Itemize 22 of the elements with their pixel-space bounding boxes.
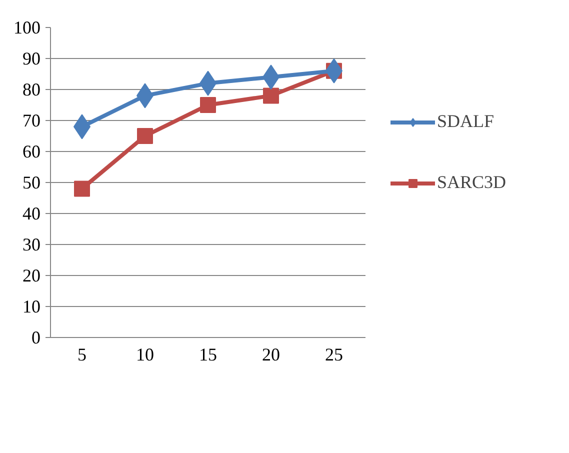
x-tick-label: 15 [199,344,217,364]
y-tick-label: 30 [22,234,40,254]
y-tick-label: 50 [22,172,40,192]
point [200,97,216,113]
legend-label: SDALF [437,111,494,132]
y-tick-label: 0 [32,328,40,348]
point [263,88,279,104]
x-tick-label: 10 [136,344,154,364]
y-tick-label: 10 [22,296,40,316]
legend-label: SARC3D [437,172,506,193]
x-tick-label: 20 [262,344,280,364]
point [74,180,90,197]
point [137,128,153,144]
x-tick-label: 5 [78,344,86,364]
y-tick-label: 20 [22,266,40,286]
y-tick-label: 70 [22,110,40,130]
y-tick-label: 90 [22,48,40,68]
y-tick-label: 100 [14,18,40,38]
y-tick-label: 60 [22,142,40,162]
y-tick-label: 40 [22,204,40,224]
x-tick-label: 25 [325,344,343,364]
y-tick-label: 80 [22,80,40,100]
